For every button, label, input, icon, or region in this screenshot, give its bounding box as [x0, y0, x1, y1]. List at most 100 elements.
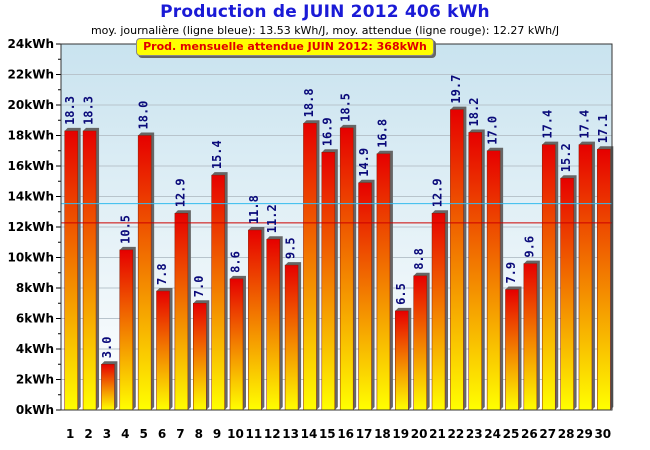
- y-tick-label: 14kWh: [8, 190, 54, 204]
- bar: [560, 177, 574, 411]
- bar-side: [64, 127, 81, 411]
- bar-value-label: 14.9: [357, 148, 371, 177]
- bar-value-label: 19.7: [449, 75, 463, 104]
- bar-value-label: 18.5: [339, 93, 353, 122]
- bar: [395, 310, 409, 411]
- x-tick-label: 13: [282, 427, 299, 441]
- bar-side: [138, 132, 155, 410]
- bar-value-label: 17.1: [596, 114, 610, 143]
- x-tick-label: 28: [558, 427, 575, 441]
- bar-value-label: 16.9: [320, 117, 334, 146]
- bar-side: [211, 172, 228, 410]
- bar-side: [101, 361, 118, 410]
- bar-side: [248, 227, 265, 410]
- bar-side: [303, 120, 320, 411]
- bar-side: [560, 175, 577, 410]
- x-tick-label: 24: [484, 427, 501, 441]
- bar-value-label: 7.8: [155, 263, 169, 285]
- x-tick-label: 29: [576, 427, 593, 441]
- y-tick-label: 0kWh: [16, 403, 54, 417]
- bar-value-label: 18.3: [82, 96, 96, 125]
- bar-side: [174, 210, 191, 410]
- x-tick-label: 10: [227, 427, 244, 441]
- bar-value-label: 17.4: [577, 110, 591, 139]
- bar-side: [523, 260, 540, 410]
- bar-value-label: 12.9: [431, 178, 445, 207]
- monthly-target-banner: Prod. mensuelle attendue JUIN 2012: 368k…: [136, 38, 434, 56]
- bar: [211, 174, 225, 411]
- x-tick-label: 8: [195, 427, 203, 441]
- bar-side: [321, 149, 338, 410]
- x-tick-label: 21: [429, 427, 446, 441]
- bar: [82, 130, 97, 411]
- x-tick-label: 2: [84, 427, 92, 441]
- bar-value-label: 15.4: [210, 140, 224, 169]
- chart-title: Production de JUIN 2012 406 kWh: [160, 2, 490, 22]
- bar-value-label: 18.3: [63, 96, 77, 125]
- y-tick-label: 20kWh: [8, 98, 54, 112]
- chart-subtitle: moy. journalière (ligne bleue): 13.53 kW…: [90, 24, 560, 37]
- bar-value-label: 7.9: [504, 262, 518, 284]
- bar: [266, 238, 280, 411]
- bar-side: [156, 288, 173, 410]
- bar: [64, 130, 78, 411]
- bar-value-label: 18.8: [302, 88, 316, 117]
- y-tick-label: 6kWh: [16, 312, 54, 326]
- bar: [321, 152, 336, 411]
- bar: [119, 249, 134, 411]
- bar: [486, 150, 501, 411]
- bar: [376, 153, 391, 411]
- bar: [450, 109, 464, 411]
- bar-value-label: 6.5: [394, 283, 408, 305]
- bar: [541, 144, 556, 411]
- x-tick-label: 6: [158, 427, 166, 441]
- bar-side: [487, 147, 504, 410]
- y-tick-label: 24kWh: [8, 37, 54, 51]
- bar: [248, 229, 262, 411]
- y-tick-label: 8kWh: [16, 281, 54, 295]
- bar-value-label: 9.5: [284, 237, 298, 259]
- bar-side: [468, 129, 485, 410]
- bar-value-label: 8.6: [228, 251, 242, 273]
- x-tick-label: 30: [594, 427, 611, 441]
- bar-side: [83, 127, 100, 411]
- bar: [523, 263, 538, 411]
- y-tick-label: 2kWh: [16, 373, 54, 387]
- bar-value-label: 18.2: [467, 98, 481, 127]
- bar: [597, 148, 611, 411]
- bar-side: [395, 307, 412, 410]
- bar-side: [413, 272, 430, 410]
- bar: [505, 289, 519, 411]
- bar-side: [450, 106, 467, 410]
- bar-value-label: 12.9: [173, 178, 187, 207]
- bar-side: [376, 150, 393, 411]
- x-tick-label: 9: [213, 427, 221, 441]
- bar: [339, 127, 354, 411]
- bar-side: [432, 210, 449, 410]
- bar-side: [285, 262, 302, 410]
- bar: [101, 364, 115, 411]
- bar-value-label: 9.6: [522, 236, 536, 258]
- y-tick-label: 18kWh: [8, 129, 54, 143]
- bar-value-label: 15.2: [559, 143, 573, 172]
- bar: [413, 275, 427, 411]
- y-tick-label: 22kWh: [8, 68, 54, 82]
- bar-side: [119, 246, 136, 410]
- bar-side: [340, 124, 357, 410]
- bar: [468, 132, 482, 411]
- bar: [358, 182, 372, 411]
- y-tick-label: 4kWh: [16, 342, 54, 356]
- bar-value-label: 10.5: [118, 215, 132, 244]
- x-tick-label: 1: [66, 427, 74, 441]
- x-tick-label: 4: [121, 427, 129, 441]
- bar: [193, 303, 207, 411]
- bar-value-label: 7.0: [192, 276, 206, 298]
- bar-side: [358, 179, 375, 410]
- x-tick-label: 27: [539, 427, 556, 441]
- bar: [578, 144, 593, 411]
- x-tick-label: 12: [264, 427, 281, 441]
- x-tick-label: 19: [392, 427, 409, 441]
- bar-value-label: 17.0: [486, 116, 500, 145]
